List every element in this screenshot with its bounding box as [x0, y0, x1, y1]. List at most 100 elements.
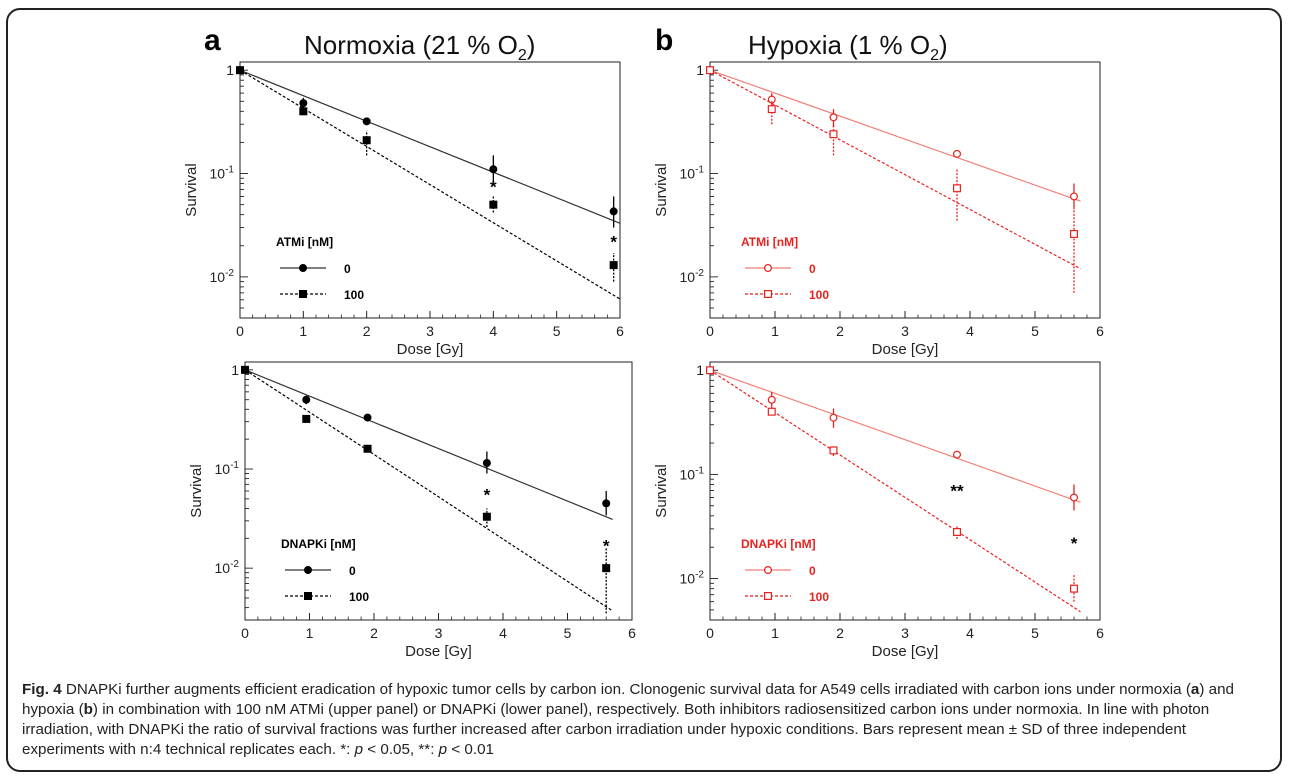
data-point	[241, 365, 250, 374]
data-point	[705, 366, 714, 375]
fit-line	[709, 69, 1081, 202]
y-tick-label: 1	[696, 62, 704, 78]
x-tick-label: 5	[1031, 323, 1039, 339]
x-axis-label: Dose [Gy]	[405, 643, 472, 660]
legend-marker	[304, 591, 313, 600]
x-tick-label: 6	[1096, 323, 1104, 339]
caption-fig-label: Fig. 4	[22, 681, 62, 698]
data-point	[609, 261, 618, 270]
x-tick-label: 2	[836, 625, 844, 641]
data-point	[767, 395, 776, 404]
legend-marker	[299, 264, 308, 273]
x-tick-label: 4	[489, 323, 497, 339]
legend-title: DNAPKi [nM]	[741, 537, 816, 551]
data-point	[482, 458, 491, 467]
data-point	[363, 413, 372, 422]
legend-marker	[763, 290, 772, 299]
significance-marker: *	[603, 536, 610, 555]
x-tick-label: 2	[836, 323, 844, 339]
figure-frame	[6, 8, 1282, 772]
legend-marker	[299, 290, 308, 299]
data-point	[363, 444, 372, 453]
panel-b-letter: b	[655, 24, 674, 57]
fit-line	[239, 69, 621, 300]
data-point	[952, 184, 961, 193]
x-tick-label: 1	[306, 625, 314, 641]
significance-marker: **	[950, 482, 964, 501]
x-tick-label: 0	[706, 323, 714, 339]
panel-a-letter: a	[204, 24, 221, 57]
x-tick-label: 2	[363, 323, 371, 339]
legend-title: DNAPKi [nM]	[281, 537, 356, 551]
data-point	[952, 149, 961, 158]
data-point	[1069, 584, 1078, 593]
data-point	[705, 66, 714, 75]
panel-b-title: Hypoxia (1 % O2)	[748, 30, 948, 65]
series-100: 100	[705, 366, 1081, 613]
fit-line	[244, 369, 613, 612]
data-point	[236, 66, 245, 75]
legend-label: 0	[344, 262, 351, 276]
data-point	[299, 107, 308, 116]
y-tick-label: 10-2	[680, 570, 705, 587]
x-tick-label: 1	[299, 323, 307, 339]
y-tick-label: 10-1	[215, 460, 240, 477]
x-tick-label: 6	[628, 625, 636, 641]
data-point	[602, 564, 611, 573]
data-point	[767, 105, 776, 114]
series-0: 0	[705, 366, 1081, 578]
legend-label: 100	[344, 288, 364, 302]
legend-marker	[763, 591, 772, 600]
x-tick-label: 4	[966, 625, 974, 641]
significance-marker: *	[1071, 534, 1078, 553]
x-axis-label: Dose [Gy]	[872, 341, 939, 358]
data-point	[829, 113, 838, 122]
data-point	[1069, 192, 1078, 201]
series-100: 100	[705, 66, 1081, 302]
legend-title: ATMi [nM]	[276, 235, 333, 249]
series-100: 100	[241, 365, 613, 614]
y-tick-label: 1	[226, 62, 234, 78]
y-axis-label: Survival	[653, 464, 670, 517]
data-point	[829, 130, 838, 139]
x-tick-label: 2	[370, 625, 378, 641]
x-tick-label: 4	[499, 625, 507, 641]
data-point	[302, 395, 311, 404]
x-tick-label: 4	[966, 323, 974, 339]
x-axis-label: Dose [Gy]	[397, 341, 464, 358]
data-point	[952, 527, 961, 536]
x-tick-label: 1	[771, 323, 779, 339]
significance-marker: *	[490, 177, 497, 196]
data-point	[767, 407, 776, 416]
fit-line	[709, 369, 1081, 503]
x-tick-label: 0	[241, 625, 249, 641]
chart-b-atmi: 0 1 2 3 4 5 6 1 10-1 10-2 Dose [Gy] Survival 0 100 ATM…	[653, 61, 1104, 358]
legend-title: ATMi [nM]	[741, 235, 798, 249]
y-tick-label: 10-1	[680, 165, 705, 182]
panel-a-title: Normoxia (21 % O2)	[304, 30, 536, 65]
data-point	[362, 136, 371, 145]
data-point	[482, 512, 491, 521]
x-tick-label: 5	[553, 323, 561, 339]
figure-caption: Fig. 4 DNAPKi further augments efficient…	[22, 681, 1234, 758]
significance-marker: *	[610, 232, 617, 251]
legend-label: 100	[349, 590, 369, 604]
x-tick-label: 6	[616, 323, 624, 339]
fit-line	[709, 369, 1081, 613]
data-point	[299, 99, 308, 108]
y-tick-label: 10-2	[210, 268, 235, 285]
fit-line	[244, 369, 613, 520]
legend-label: 0	[809, 564, 816, 578]
fit-line	[239, 69, 621, 224]
y-tick-label: 10-2	[215, 559, 240, 576]
data-point	[489, 165, 498, 174]
data-point	[489, 200, 498, 209]
series-100: 100	[236, 66, 621, 302]
legend-label: 0	[809, 262, 816, 276]
chart-b-dnapki: 0 1 2 3 4 5 6 1 10-1 10-2 Dose [Gy] Survival 0 100 DNA…	[653, 361, 1104, 660]
legend-label: 100	[809, 288, 829, 302]
y-axis-label: Survival	[183, 163, 200, 216]
x-axis-label: Dose [Gy]	[872, 643, 939, 660]
data-point	[302, 414, 311, 423]
